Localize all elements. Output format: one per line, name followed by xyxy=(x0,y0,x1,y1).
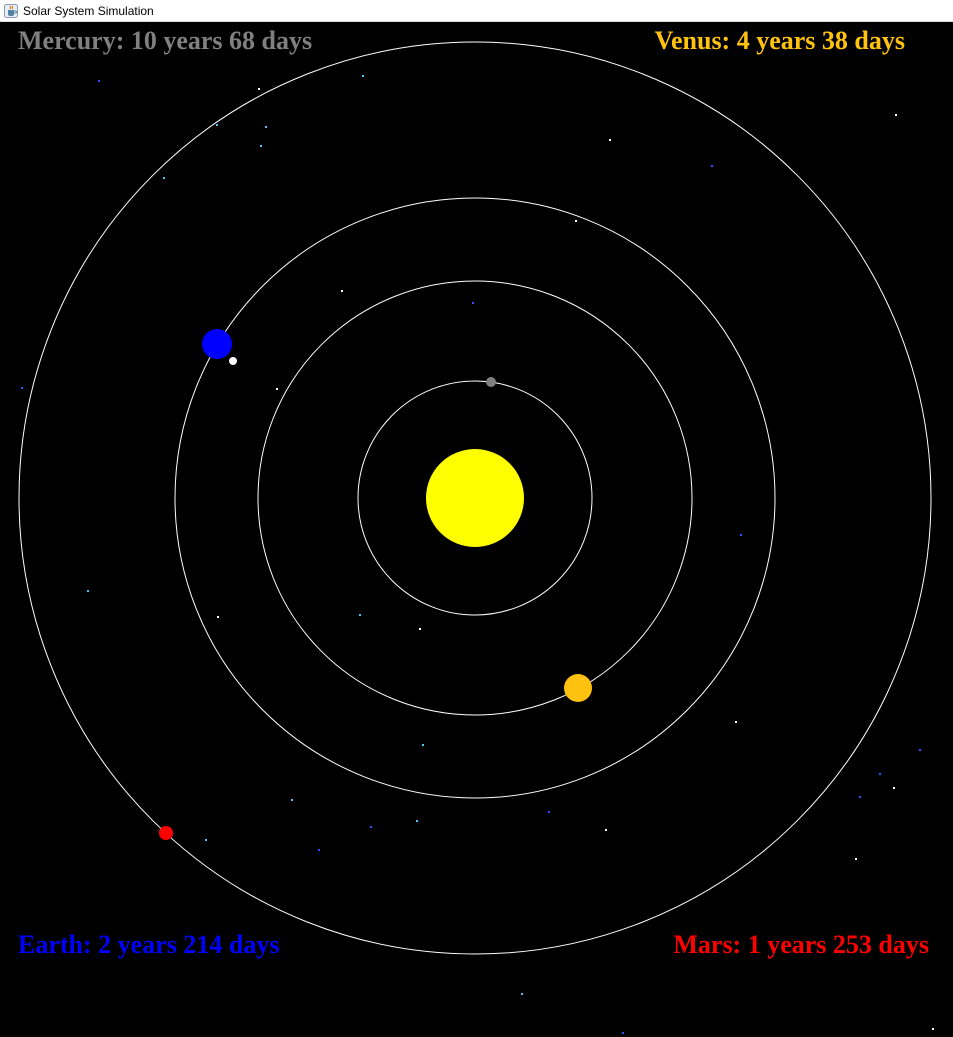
star xyxy=(521,993,523,995)
venus-planet xyxy=(564,674,592,702)
star xyxy=(740,534,742,536)
mars-planet xyxy=(159,826,173,840)
star xyxy=(919,749,921,751)
star xyxy=(163,177,165,179)
star xyxy=(205,839,207,841)
starfield xyxy=(21,75,934,1034)
star xyxy=(893,787,895,789)
star xyxy=(359,614,361,616)
star xyxy=(548,811,550,813)
earth-planet xyxy=(202,329,232,359)
star xyxy=(932,1028,934,1030)
star xyxy=(217,616,219,618)
star xyxy=(258,88,260,90)
orbits xyxy=(18,41,932,955)
star xyxy=(879,773,881,775)
moon xyxy=(229,357,237,365)
window-title: Solar System Simulation xyxy=(23,4,154,18)
star xyxy=(291,799,293,801)
sun xyxy=(426,449,524,547)
star xyxy=(260,145,262,147)
star xyxy=(341,290,343,292)
mercury-period-label: Mercury: 10 years 68 days xyxy=(18,26,313,55)
earth-period-label: Earth: 2 years 214 days xyxy=(18,930,280,959)
mars-period-label: Mars: 1 years 253 days xyxy=(673,930,929,959)
solar-system-scene xyxy=(18,41,934,1034)
star xyxy=(422,744,424,746)
star xyxy=(605,829,607,831)
venus-period-label: Venus: 4 years 38 days xyxy=(654,26,905,55)
star xyxy=(711,165,713,167)
simulation-canvas: Mercury: 10 years 68 days Venus: 4 years… xyxy=(0,22,953,1037)
star xyxy=(895,114,897,116)
star xyxy=(609,139,611,141)
star xyxy=(622,1032,624,1034)
star xyxy=(318,849,320,851)
star xyxy=(98,80,100,82)
title-bar: Solar System Simulation xyxy=(0,0,953,22)
mercury-orbit xyxy=(357,380,593,616)
star xyxy=(859,796,861,798)
star xyxy=(575,220,577,222)
java-cup-icon xyxy=(4,4,18,18)
star xyxy=(21,387,23,389)
star xyxy=(419,628,421,630)
star xyxy=(735,721,737,723)
venus-orbit xyxy=(257,280,693,716)
star xyxy=(87,590,89,592)
star xyxy=(216,124,218,126)
star xyxy=(472,302,474,304)
mercury-planet xyxy=(486,377,496,387)
star xyxy=(416,820,418,822)
star xyxy=(855,858,857,860)
earth-orbit xyxy=(174,197,776,799)
star xyxy=(276,388,278,390)
star xyxy=(265,126,267,128)
star xyxy=(362,75,364,77)
star xyxy=(370,826,372,828)
mars-orbit xyxy=(18,41,932,955)
